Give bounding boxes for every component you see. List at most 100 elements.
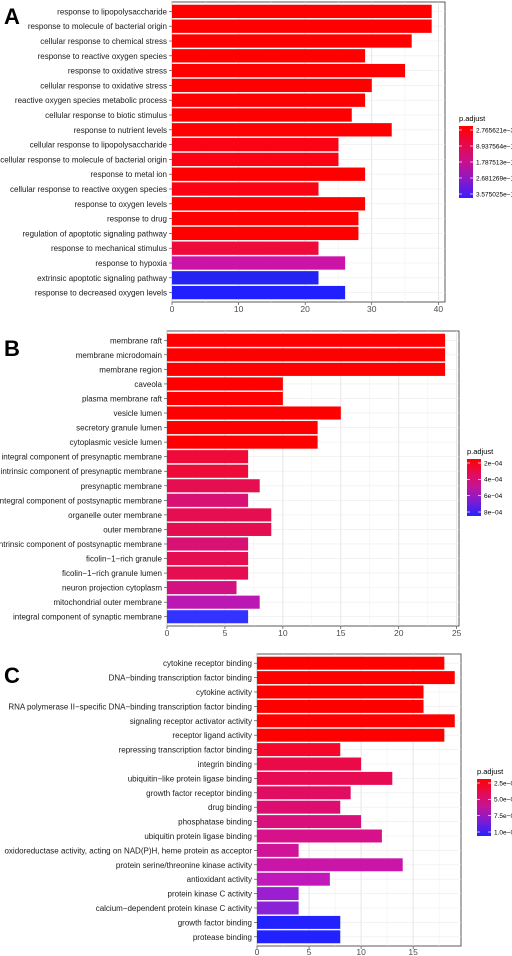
bar: [257, 887, 299, 901]
bar: [167, 610, 249, 624]
category-label: cellular response to chemical stress: [40, 37, 167, 46]
bar: [167, 362, 446, 376]
category-label: signaling receptor activator activity: [130, 717, 252, 726]
legend: p.adjust 2.765621e−34 8.937564e−18 1.787513…: [459, 114, 512, 198]
bar: [172, 4, 432, 19]
category-label: plasma membrane raft: [82, 394, 163, 403]
x-tick-label: 40: [434, 304, 444, 314]
bar: [167, 450, 249, 464]
legend: p.adjust 2.5e−05 5.0e−05 7.5e−05 1.0e−04: [477, 767, 512, 836]
bar: [167, 566, 249, 580]
x-tick-label: 0: [165, 628, 170, 638]
category-label: integrin binding: [198, 760, 252, 769]
bar: [167, 391, 283, 406]
bar: [172, 285, 346, 300]
legend-label: 5.0e−05: [494, 797, 512, 804]
bar: [257, 858, 403, 872]
bar: [172, 123, 392, 137]
bar: [167, 508, 272, 522]
bar: [167, 537, 249, 551]
category-label: response to reactive oxygen species: [38, 52, 167, 61]
legend-label: 8.937564e−18: [476, 143, 512, 150]
bar: [257, 656, 445, 670]
category-label: outer membrane: [103, 525, 162, 534]
category-label: mitochondrial outer membrane: [54, 598, 163, 607]
bar: [257, 771, 393, 785]
category-label: reactive oxygen species metabolic proces…: [15, 96, 167, 105]
category-label: cellular response to oxidative stress: [40, 81, 167, 90]
bar: [257, 800, 341, 814]
x-tick-label: 5: [307, 947, 312, 956]
category-label: drug binding: [208, 803, 252, 812]
legend-label: 6e−04: [484, 493, 503, 500]
bar: [172, 271, 319, 285]
x-tick-label: 25: [452, 628, 462, 638]
category-label: neuron projection cytoplasm: [62, 584, 162, 593]
bar: [167, 479, 260, 493]
bar: [257, 671, 455, 685]
category-label: extrinsic apoptotic signaling pathway: [37, 274, 167, 283]
x-tick-label: 5: [223, 628, 228, 638]
bar: [172, 137, 339, 152]
category-label: protein kinase C activity: [168, 890, 252, 899]
x-tick-label: 15: [336, 628, 346, 638]
category-label: response to nutrient levels: [74, 126, 167, 135]
legend-label: 1.787513e−17: [476, 159, 512, 166]
category-label: response to metal ion: [91, 170, 168, 179]
category-label: caveola: [134, 380, 162, 389]
bar: [257, 872, 330, 886]
bar: [167, 406, 341, 420]
category-label: regulation of apoptotic signaling pathwa…: [22, 229, 167, 238]
category-label: membrane raft: [110, 336, 163, 345]
legend: p.adjust 2e−04 4e−04 6e−04 8e−04: [467, 447, 503, 516]
bar: [172, 152, 339, 167]
category-label: receptor ligand activity: [172, 731, 252, 740]
x-tick-label: 20: [300, 304, 310, 314]
panel-letter: B: [4, 336, 20, 361]
category-label: cytokine activity: [196, 688, 252, 697]
bar: [167, 333, 446, 347]
category-label: ficolin−1−rich granule: [86, 555, 163, 564]
bar: [167, 522, 272, 536]
bar: [257, 829, 382, 843]
category-label: cellular response to biotic stimulus: [45, 111, 167, 120]
bar: [167, 421, 318, 435]
legend-label: 2.5e−05: [494, 780, 512, 787]
bar: [167, 348, 446, 362]
category-label: secretory granule lumen: [76, 424, 162, 433]
x-tick-label: 0: [170, 304, 175, 314]
category-label: cellular response to reactive oxygen spe…: [10, 185, 167, 194]
category-label: cellular response to molecule of bacteri…: [0, 155, 167, 164]
bar: [172, 256, 346, 270]
bar: [167, 581, 237, 595]
legend-label: 2.681269e−17: [476, 175, 512, 182]
panel-letter: A: [4, 4, 20, 29]
category-label: intrinsic component of presynaptic membr…: [1, 467, 163, 476]
x-tick-label: 10: [234, 304, 244, 314]
category-label: presynaptic membrane: [81, 482, 163, 491]
legend-colorbar: [467, 459, 481, 516]
category-label: organelle outer membrane: [68, 511, 162, 520]
bar: [167, 551, 249, 566]
category-label: response to decreased oxygen levels: [35, 289, 167, 298]
bar: [257, 901, 299, 915]
bar: [257, 915, 341, 929]
bar: [172, 182, 319, 196]
legend-label: 1.0e−04: [494, 829, 512, 836]
bar: [257, 728, 445, 742]
legend-label: 2.765621e−34: [476, 127, 512, 134]
category-label: intrinsic component of postsynaptic memb…: [0, 540, 163, 549]
category-label: antioxidant activity: [187, 875, 252, 884]
bar: [172, 241, 319, 255]
bar: [257, 699, 424, 713]
bar: [172, 197, 366, 211]
category-label: cytoplasmic vesicle lumen: [70, 438, 162, 447]
category-label: phosphatase binding: [178, 818, 252, 827]
category-label: integral component of presynaptic membra…: [1, 453, 162, 462]
x-tick-label: 10: [278, 628, 288, 638]
category-label: ficolin−1−rich granule lumen: [62, 569, 162, 578]
category-label: response to oxygen levels: [75, 200, 168, 209]
bar: [257, 930, 341, 944]
category-label: cellular response to lipopolysaccharide: [30, 141, 168, 150]
